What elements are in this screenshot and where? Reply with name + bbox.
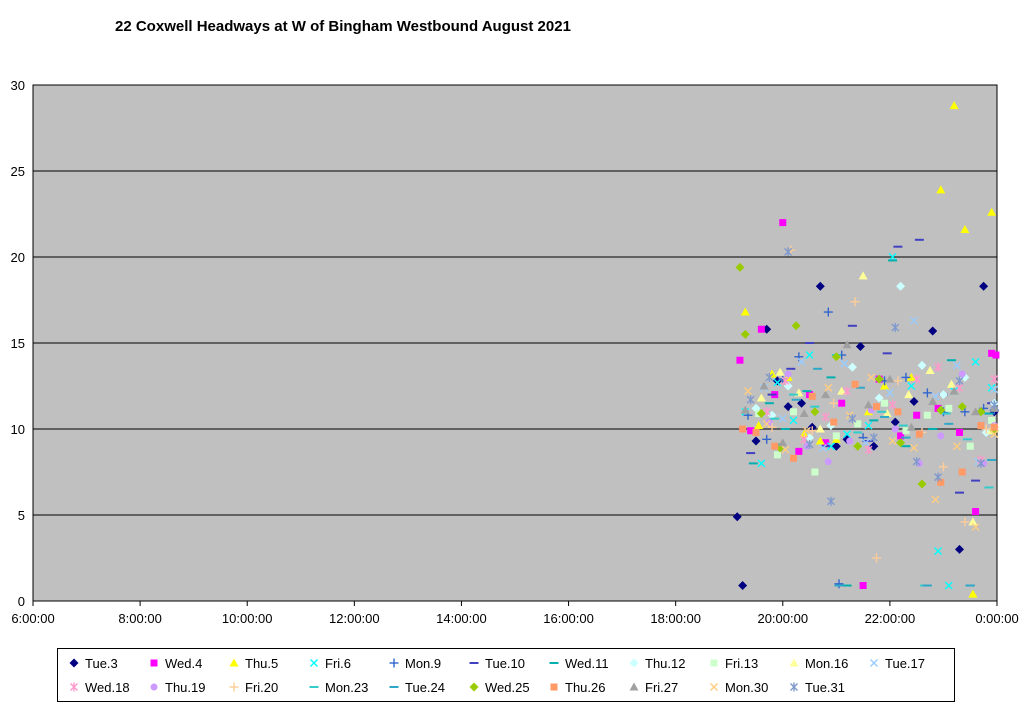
legend-label: Tue.31 — [805, 679, 845, 695]
square-marker-icon — [710, 659, 718, 667]
series-Tue.31 — [746, 247, 999, 506]
star-marker-icon — [790, 682, 798, 692]
diamond-marker-icon — [469, 682, 479, 692]
legend-item-Fri.27: Fri.27 — [626, 675, 706, 699]
y-tick-label: 25 — [11, 164, 25, 179]
legend-label: Wed.4 — [165, 655, 203, 671]
scatter-plot: 0 5 10 15 20 25 30 6:00:00 8:00:00 10:00:00 12:00:… — [11, 78, 1019, 626]
x-tick-label: 22:00:00 — [865, 611, 916, 626]
legend-label: Mon.9 — [405, 655, 442, 671]
x-tick-label: 12:00:00 — [329, 611, 380, 626]
legend-item-Fri.20: Fri.20 — [226, 675, 306, 699]
legend-label: Tue.17 — [885, 655, 925, 671]
dash-marker-icon — [549, 662, 559, 664]
legend-label: Fri.6 — [325, 655, 351, 671]
triangle-marker-icon — [629, 682, 639, 691]
x-tick-label: 20:00:00 — [757, 611, 808, 626]
plus-marker-icon — [229, 682, 239, 692]
legend-item-Tue.10: Tue.10 — [466, 651, 546, 675]
series-Mon.23 — [770, 354, 994, 587]
legend-label: Tue.3 — [85, 655, 118, 671]
legend-item-Fri.13: Fri.13 — [706, 651, 786, 675]
x-tick-label: 10:00:00 — [222, 611, 273, 626]
dash-marker-icon — [309, 686, 319, 688]
square-marker-icon — [550, 683, 558, 691]
chart-title: 22 Coxwell Headways at W of Bingham West… — [115, 18, 571, 35]
legend-label: Wed.11 — [565, 655, 609, 671]
x-tick-label: 16:00:00 — [543, 611, 594, 626]
legend-item-Tue.3: Tue.3 — [66, 651, 146, 675]
dash-marker-icon — [469, 662, 479, 664]
y-tick-label: 5 — [18, 508, 25, 523]
triangle-marker-icon — [789, 658, 799, 667]
legend-label: Thu.5 — [245, 655, 279, 671]
triangle-marker-icon — [229, 658, 239, 667]
legend-label: Fri.13 — [725, 655, 759, 671]
y-tick-label: 30 — [11, 78, 25, 93]
x-tick-label: 6:00:00 — [11, 611, 54, 626]
y-tick-label: 15 — [11, 336, 25, 351]
legend-item-Wed.11: Wed.11 — [546, 651, 626, 675]
legend-label: Fri.27 — [645, 679, 679, 695]
plus-marker-icon — [389, 658, 399, 668]
x-tick-label: 18:00:00 — [650, 611, 701, 626]
x-tick-label: 8:00:00 — [118, 611, 161, 626]
series-Mon.30 — [743, 373, 999, 532]
plot-border — [32, 84, 998, 602]
legend-item-Mon.23: Mon.23 — [306, 675, 386, 699]
legend-label: Mon.23 — [325, 679, 369, 695]
square-marker-icon — [150, 659, 158, 667]
x-marker-icon — [310, 659, 318, 667]
legend-label: Tue.10 — [485, 655, 525, 671]
legend-item-Mon.30: Mon.30 — [706, 675, 786, 699]
legend-label: Thu.12 — [645, 655, 686, 671]
y-tick-label: 20 — [11, 250, 25, 265]
legend-item-Thu.12: Thu.12 — [626, 651, 706, 675]
series-Thu.26 — [739, 380, 998, 486]
legend-label: Mon.30 — [725, 679, 769, 695]
legend-item-Thu.26: Thu.26 — [546, 675, 626, 699]
x-tick-label: 14:00:00 — [436, 611, 487, 626]
legend-label: Thu.26 — [565, 679, 606, 695]
legend-label: Tue.24 — [405, 679, 445, 695]
legend-item-Fri.6: Fri.6 — [306, 651, 386, 675]
series-Wed.11 — [748, 259, 994, 587]
dash-marker-icon — [389, 686, 399, 688]
star-marker-icon — [70, 682, 78, 692]
chart-legend: Tue.3 Wed.4 Thu.5 Fri.6 Mon.9 Tue.10 Wed.11 Thu… — [57, 648, 955, 702]
x-marker-icon — [710, 683, 718, 691]
diamond-marker-icon — [69, 658, 79, 668]
legend-label: Thu.19 — [165, 679, 206, 695]
diamond-marker-icon — [629, 658, 639, 668]
legend-label: Wed.18 — [85, 679, 130, 695]
legend-label: Wed.25 — [485, 679, 530, 695]
legend-item-Wed.25: Wed.25 — [466, 675, 546, 699]
legend-item-Wed.18: Wed.18 — [66, 675, 146, 699]
x-tick-label: 0:00:00 — [975, 611, 1018, 626]
x-marker-icon — [870, 659, 878, 667]
legend-item-Mon.9: Mon.9 — [386, 651, 466, 675]
legend-item-Mon.16: Mon.16 — [786, 651, 866, 675]
legend-item-Tue.31: Tue.31 — [786, 675, 866, 699]
legend-label: Mon.16 — [805, 655, 849, 671]
legend-item-Tue.17: Tue.17 — [866, 651, 946, 675]
legend-item-Tue.24: Tue.24 — [386, 675, 466, 699]
circle-marker-icon — [150, 683, 158, 691]
series-Fri.27 — [740, 340, 999, 447]
legend-label: Fri.20 — [245, 679, 279, 695]
series-Wed.25 — [735, 262, 999, 489]
y-tick-label: 10 — [11, 422, 25, 437]
legend-item-Thu.19: Thu.19 — [146, 675, 226, 699]
y-tick-label: 0 — [18, 594, 25, 609]
legend-item-Thu.5: Thu.5 — [226, 651, 306, 675]
legend-item-Wed.4: Wed.4 — [146, 651, 226, 675]
